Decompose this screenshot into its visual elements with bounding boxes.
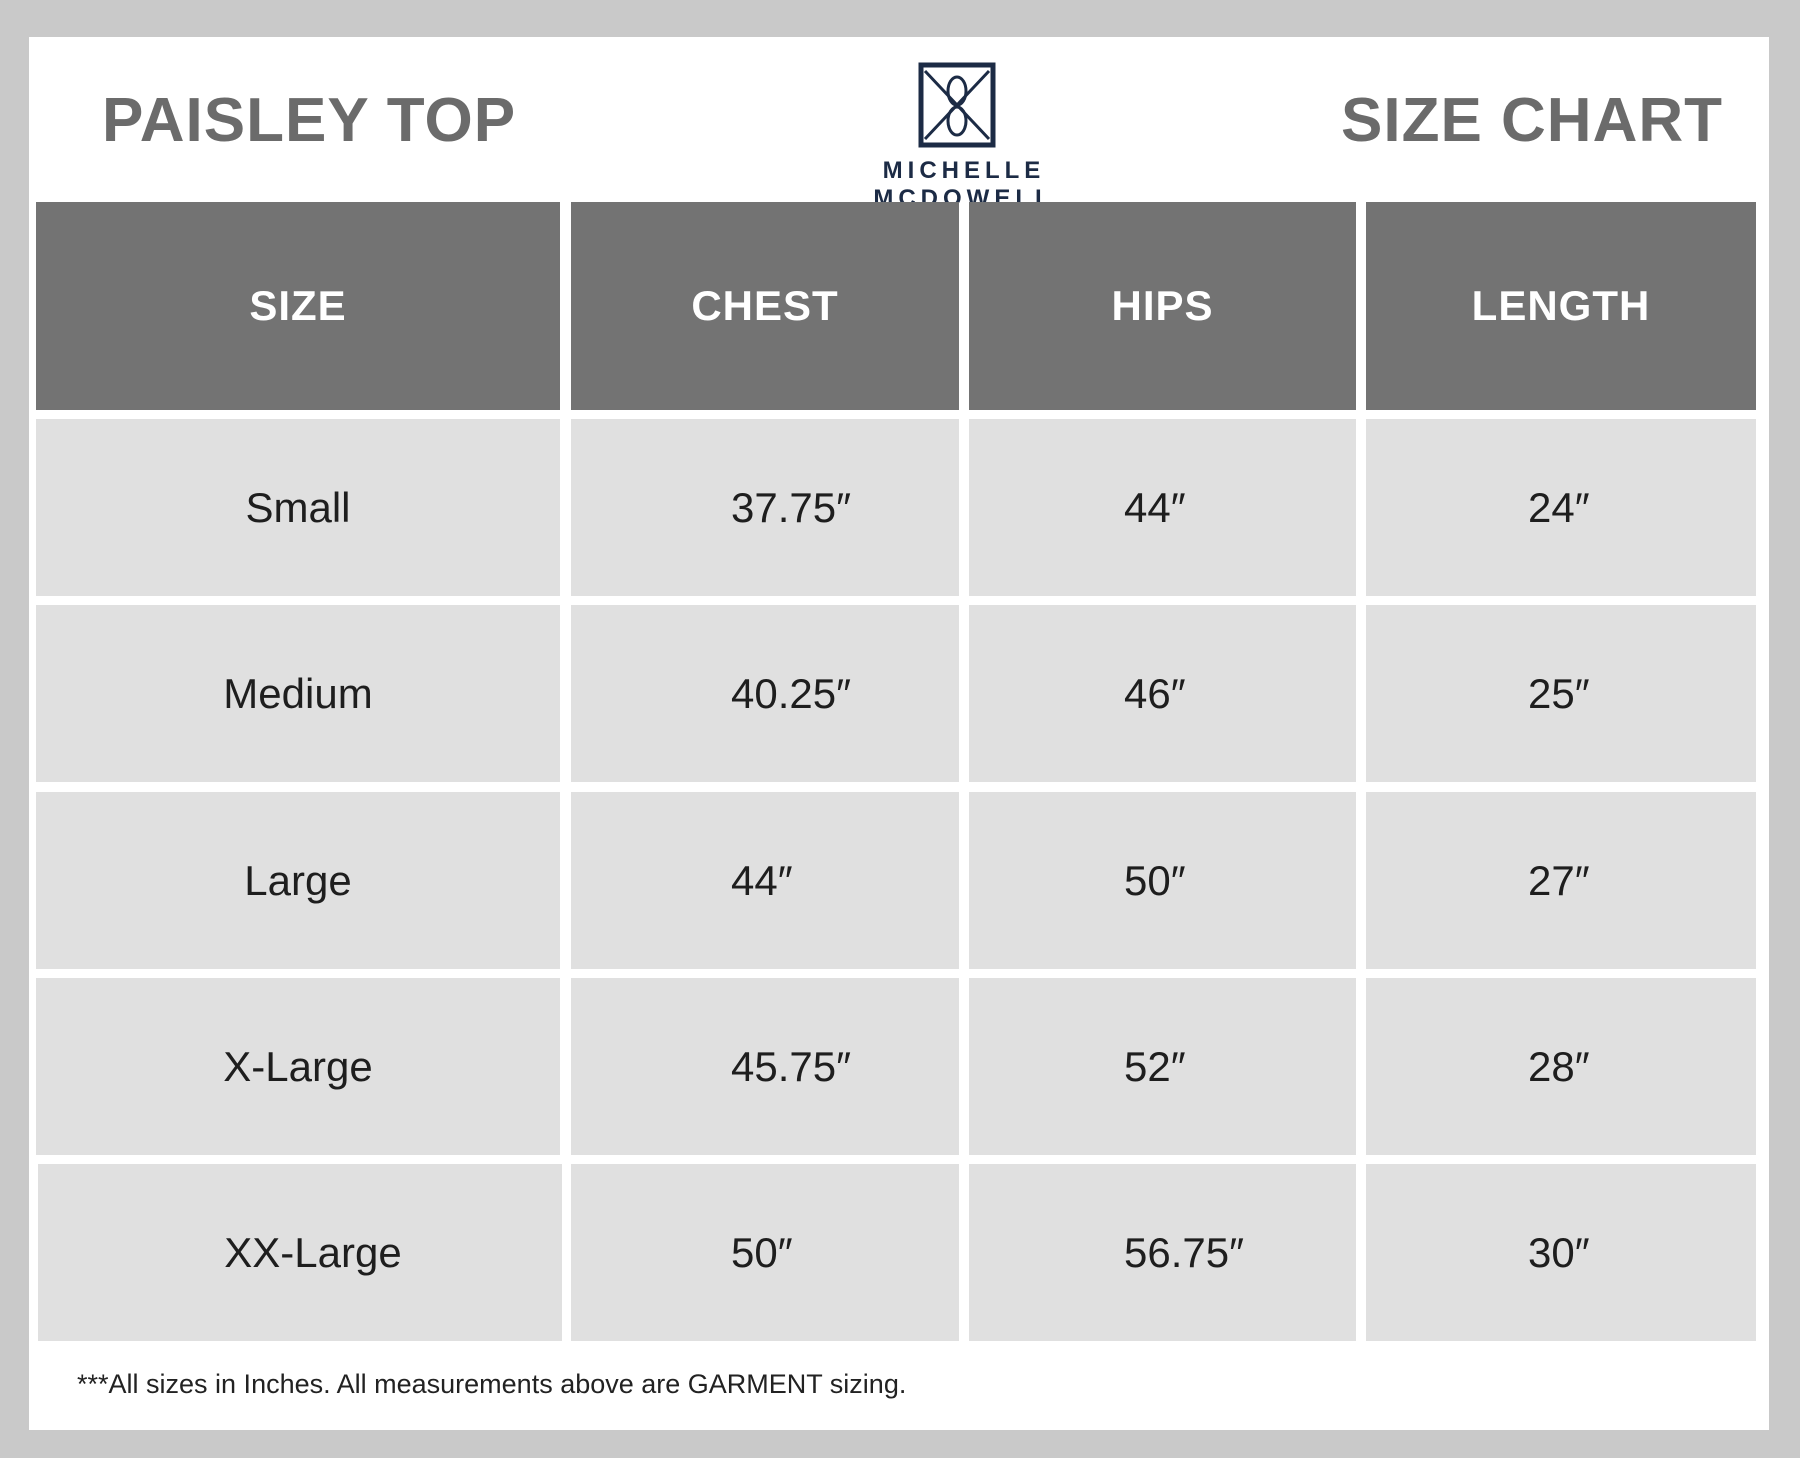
footnote: ***All sizes in Inches. All measurements… <box>77 1369 907 1399</box>
table-row-size: X-Large <box>36 978 560 1155</box>
brand-name: MICHELLE MCDOWELL <box>873 157 1055 212</box>
column-header-size: SIZE <box>36 202 560 410</box>
table-row-size: Medium <box>36 605 560 782</box>
table-row-hips: 52″ <box>969 978 1356 1155</box>
table-row-hips: 50″ <box>969 792 1356 969</box>
column-header-length: LENGTH <box>1366 202 1756 410</box>
product-title: PAISLEY TOP <box>102 86 517 155</box>
column-header-chest: CHEST <box>571 202 959 410</box>
table-row-hips: 46″ <box>969 605 1356 782</box>
chart-title: SIZE CHART <box>1341 86 1723 155</box>
table-row-chest: 50″ <box>571 1164 959 1341</box>
table-row-length: 28″ <box>1366 978 1756 1155</box>
table-row-hips: 56.75″ <box>969 1164 1356 1341</box>
table-row-chest: 40.25″ <box>571 605 959 782</box>
table-row-chest: 44″ <box>571 792 959 969</box>
table-row-length: 27″ <box>1366 792 1756 969</box>
table-row-size: Small <box>36 419 560 596</box>
table-row-length: 24″ <box>1366 419 1756 596</box>
table-row-size: XX-Large <box>38 1164 562 1341</box>
table-row-hips: 44″ <box>969 419 1356 596</box>
table-row-chest: 37.75″ <box>571 419 959 596</box>
table-row-length: 25″ <box>1366 605 1756 782</box>
table-row-length: 30″ <box>1366 1164 1756 1341</box>
size-chart-card: PAISLEY TOP MICHELLE MCDOWELL SIZE CHART… <box>29 37 1769 1430</box>
table-row-size: Large <box>36 792 560 969</box>
brand-logo-icon <box>918 62 996 148</box>
table-row-chest: 45.75″ <box>571 978 959 1155</box>
column-header-hips: HIPS <box>969 202 1356 410</box>
